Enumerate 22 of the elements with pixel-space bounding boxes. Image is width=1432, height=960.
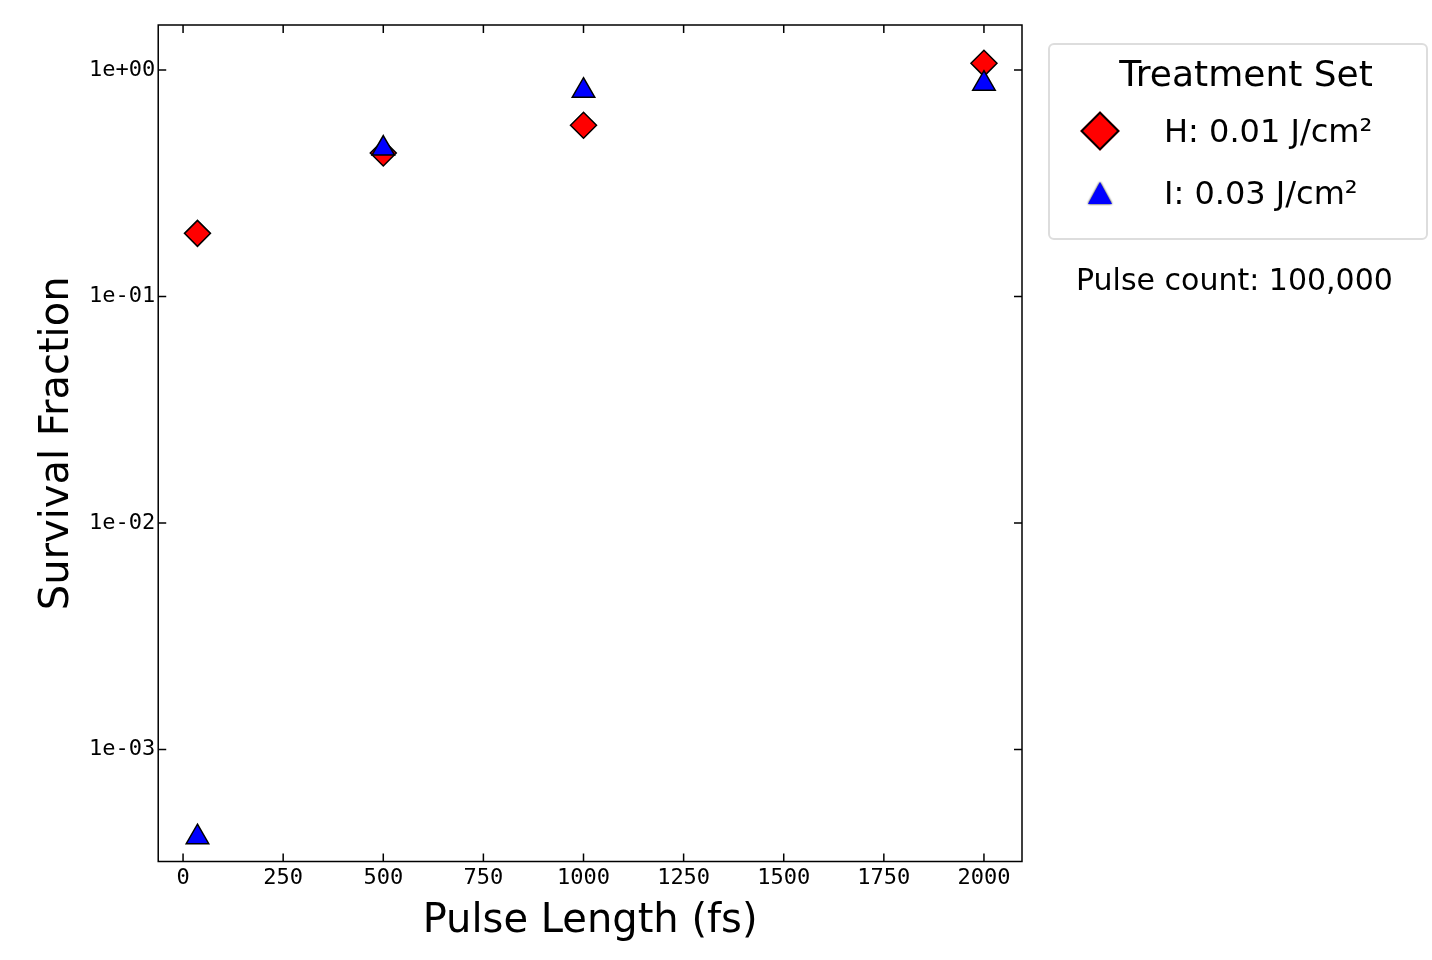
x-tick-label: 0 bbox=[176, 863, 190, 889]
x-tick-label: 1000 bbox=[557, 863, 610, 889]
point bbox=[185, 823, 210, 845]
y-tick-label: 1e-02 bbox=[88, 508, 156, 534]
x-tick-label: 250 bbox=[263, 863, 304, 889]
x-tick-label: 750 bbox=[463, 863, 504, 889]
y-tick-label: 1e+00 bbox=[88, 55, 156, 81]
y-tick-label: 1e-01 bbox=[88, 282, 156, 308]
y-tick-label: 1e-03 bbox=[88, 735, 156, 761]
legend-title: Treatment Set bbox=[1118, 53, 1374, 94]
x-tick-label: 2000 bbox=[957, 863, 1011, 889]
legend-label: I: 0.03 J/cm² bbox=[1164, 174, 1358, 212]
x-tick-label: 1500 bbox=[757, 863, 811, 889]
point bbox=[183, 219, 212, 248]
text: Pulse count: 100,000 bbox=[1076, 262, 1394, 297]
y-axis-title: Survival Fraction bbox=[31, 276, 78, 611]
x-tick-label: 500 bbox=[363, 863, 404, 889]
x-tick-label: 1750 bbox=[857, 863, 911, 889]
point bbox=[569, 111, 598, 140]
x-tick-label: 1250 bbox=[657, 863, 711, 889]
x-axis-title: Pulse Length (fs) bbox=[422, 895, 758, 942]
legend-label: H: 0.01 J/cm² bbox=[1164, 112, 1373, 150]
